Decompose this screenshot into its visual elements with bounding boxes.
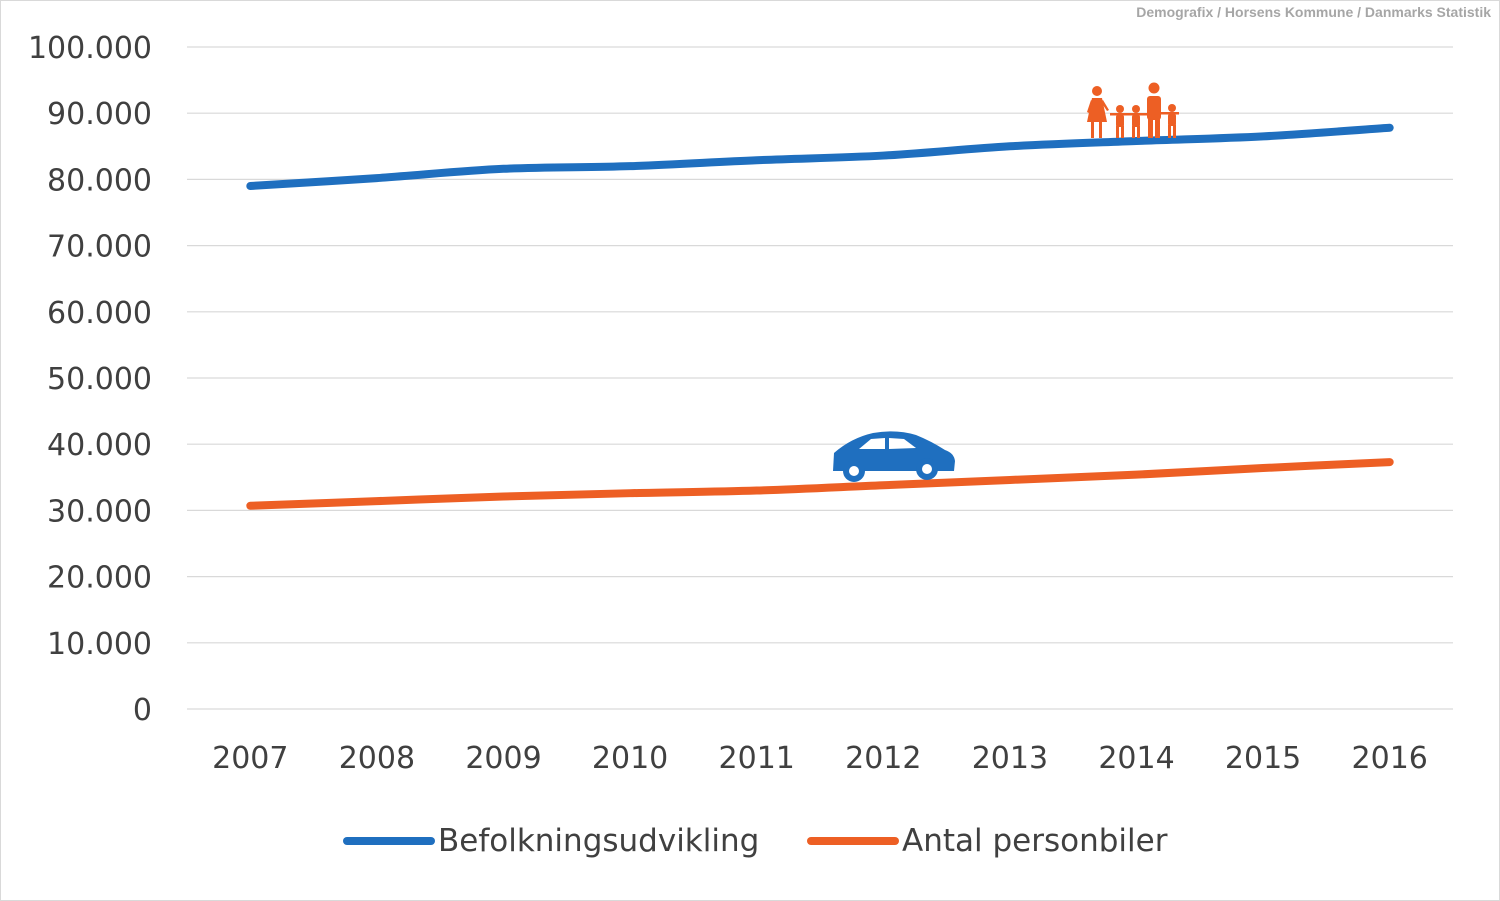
x-tick-label: 2016: [1352, 741, 1428, 776]
x-tick-label: 2014: [1098, 741, 1174, 776]
series-lines: [246, 123, 1394, 510]
x-tick-label: 2012: [845, 741, 921, 776]
legend: Befolkningsudvikling Antal personbiler: [343, 823, 1168, 859]
y-tick-label: 20.000: [47, 561, 152, 596]
car-icon: [833, 431, 955, 482]
chart-icons: [833, 82, 1179, 482]
x-tick-label: 2008: [339, 741, 415, 776]
y-tick-label: 50.000: [47, 362, 152, 397]
y-axis-ticks: 0 10.000 20.000 30.000 40.000 50.000 60.000 70.…: [28, 31, 152, 728]
x-axis-ticks: 2007 2008 2009 2010 2011 2012 2013 2014 2015 2016: [212, 741, 1428, 776]
x-tick-label: 2011: [719, 741, 795, 776]
source-note: Demografix / Horsens Kommune / Danmarks …: [1136, 4, 1491, 20]
x-tick-label: 2013: [972, 741, 1048, 776]
y-tick-label: 70.000: [47, 230, 152, 265]
x-tick-label: 2009: [465, 741, 541, 776]
y-tick-label: 0: [133, 693, 152, 728]
y-tick-label: 100.000: [28, 31, 152, 66]
series-line-population: [246, 123, 1394, 191]
y-tick-label: 40.000: [47, 428, 152, 463]
series-line-cars: [246, 458, 1394, 510]
x-tick-label: 2010: [592, 741, 668, 776]
y-tick-label: 60.000: [47, 296, 152, 331]
y-tick-label: 80.000: [47, 163, 152, 198]
y-tick-label: 90.000: [47, 97, 152, 132]
family-icon: [1087, 82, 1179, 138]
y-tick-label: 30.000: [47, 494, 152, 529]
y-tick-label: 10.000: [47, 627, 152, 662]
x-tick-label: 2015: [1225, 741, 1301, 776]
x-tick-label: 2007: [212, 741, 288, 776]
legend-label-population: Befolkningsudvikling: [438, 823, 759, 859]
legend-label-cars: Antal personbiler: [902, 823, 1168, 859]
gridlines: [187, 46, 1453, 710]
